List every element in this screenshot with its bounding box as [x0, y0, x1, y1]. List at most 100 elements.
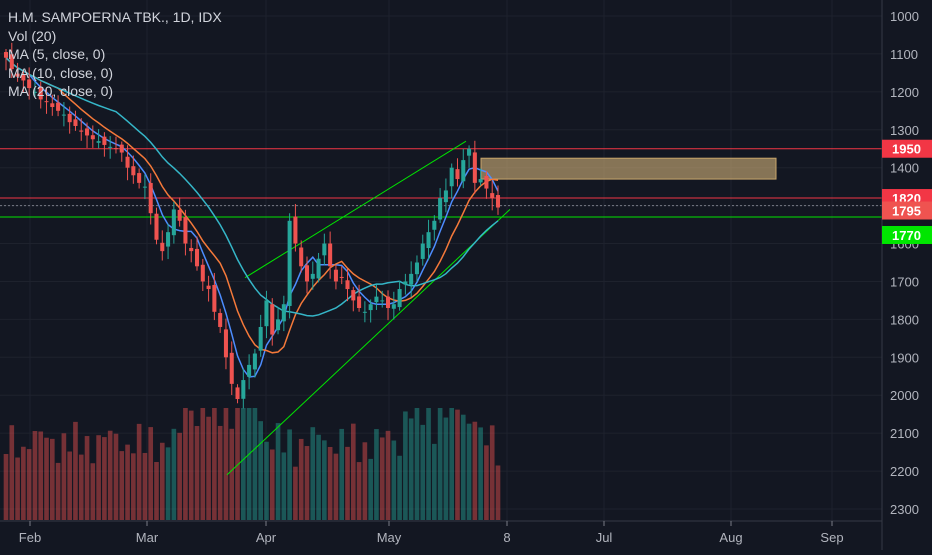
- candle-body: [50, 103, 55, 108]
- volume-bar: [356, 462, 362, 520]
- time-label: Sep: [820, 530, 843, 545]
- candle-body: [467, 148, 472, 156]
- candle-body: [351, 290, 356, 301]
- time-label: Jul: [596, 530, 613, 545]
- volume-bar: [119, 451, 125, 520]
- candle-body: [212, 284, 217, 312]
- volume-bar: [368, 458, 373, 520]
- resistance-zone: [480, 157, 777, 180]
- price-tag-1770: 1770: [892, 228, 921, 243]
- indicator-ma10[interactable]: MA (10, close, 0): [8, 64, 114, 81]
- candle-body: [67, 113, 72, 123]
- candle-body: [44, 101, 49, 103]
- candle-body: [455, 169, 460, 180]
- candle-body: [177, 209, 182, 221]
- candle-body: [368, 304, 373, 311]
- indicator-ma20[interactable]: MA (20, close, 0): [8, 83, 114, 99]
- candle-body: [79, 130, 84, 132]
- candle-body: [3, 52, 9, 58]
- volume-bar: [84, 436, 90, 520]
- volume-bar: [275, 423, 281, 520]
- price-label: 2300: [890, 502, 919, 517]
- candle-body: [15, 73, 20, 77]
- resistance-zone-rect: [480, 157, 777, 180]
- candle-body: [9, 54, 14, 70]
- volume-bar: [420, 424, 426, 520]
- volume-bar: [489, 425, 495, 520]
- candle-body: [113, 148, 119, 150]
- candle-body: [154, 213, 159, 240]
- symbol-title: H.M. SAMPOERNA TBK., 1D, IDX: [8, 9, 222, 25]
- volume-bar: [293, 466, 298, 520]
- candle-body: [484, 176, 489, 189]
- volume-bar: [26, 449, 32, 520]
- candle-body: [403, 281, 408, 285]
- price-label: 1800: [890, 312, 919, 327]
- candle-body: [56, 102, 61, 111]
- candle-body: [235, 387, 240, 400]
- volume-bar: [32, 431, 38, 520]
- time-label: May: [377, 530, 402, 545]
- candle-body: [409, 273, 414, 285]
- candle-body: [171, 209, 176, 236]
- volume-bar: [484, 445, 489, 520]
- volume-bar: [478, 427, 483, 520]
- volume-bar: [408, 418, 414, 520]
- price-label: 1000: [890, 9, 919, 24]
- volume-bar: [258, 421, 263, 520]
- volume-bar: [61, 433, 67, 520]
- indicator-volume[interactable]: Vol (20): [8, 27, 57, 44]
- candle-body: [380, 300, 385, 302]
- indicator-ma5[interactable]: MA (5, close, 0): [8, 46, 106, 62]
- volume-bar: [426, 408, 431, 520]
- volume-bar: [9, 425, 15, 520]
- price-axis[interactable]: 2300220021002000190018001700160015001400…: [881, 0, 932, 550]
- ma-20-line: [5, 57, 499, 317]
- candle-body: [96, 141, 101, 143]
- volume-bar: [495, 465, 501, 520]
- candle-body: [189, 247, 194, 252]
- candle-body: [73, 119, 78, 126]
- candle-body: [287, 220, 292, 306]
- volume-bar: [177, 432, 182, 520]
- ma-5-line: [5, 57, 499, 378]
- volume-bar: [15, 457, 20, 520]
- price-label: 1400: [890, 161, 919, 176]
- volume-bar: [78, 454, 84, 520]
- candle-body: [258, 326, 263, 351]
- volume-bar: [252, 408, 258, 520]
- channel-upper-line: [244, 140, 467, 279]
- volume-bar: [44, 437, 49, 520]
- time-label: 8: [503, 530, 510, 545]
- candle-body: [160, 242, 165, 252]
- candle-body: [229, 352, 234, 384]
- price-label: 1100: [890, 47, 918, 62]
- volume-bar: [49, 438, 55, 520]
- volume-bar: [391, 440, 397, 520]
- volume-bar: [362, 442, 368, 520]
- time-axis[interactable]: Feb Mar Apr May 8 Jul Aug Sep: [0, 520, 882, 545]
- volume-bar: [154, 462, 159, 520]
- candle-body: [102, 136, 107, 145]
- volume-bar: [269, 449, 275, 520]
- candle-body: [131, 166, 136, 176]
- candle-body: [391, 304, 396, 309]
- candle-body: [21, 74, 26, 81]
- volume-bar: [327, 446, 333, 520]
- candle-body: [357, 296, 362, 309]
- candle-body: [438, 198, 443, 220]
- volume-bar: [113, 433, 119, 520]
- candle-body: [316, 258, 321, 279]
- candle-body: [304, 265, 310, 282]
- volume-bar: [125, 444, 130, 520]
- volume-bar: [322, 440, 327, 520]
- volume-bar: [241, 408, 246, 520]
- candle-body: [108, 146, 113, 148]
- price-axis-bg: [882, 0, 932, 550]
- candle-body: [148, 182, 153, 214]
- volume-bar: [281, 452, 287, 520]
- volume-bar: [90, 463, 96, 520]
- volume-bar: [96, 435, 101, 520]
